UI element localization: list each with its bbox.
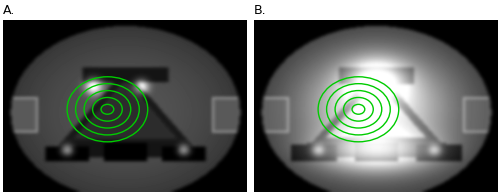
Text: B.: B. [254, 4, 266, 17]
Text: A.: A. [2, 4, 15, 17]
